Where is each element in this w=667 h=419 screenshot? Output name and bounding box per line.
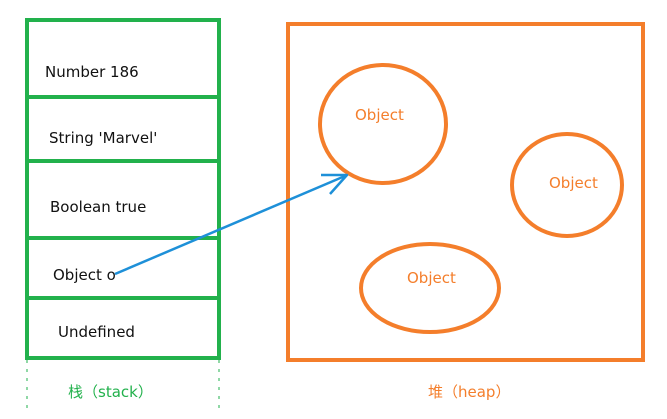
heap-object-label: Object bbox=[355, 106, 404, 124]
heap-object-label: Object bbox=[549, 174, 598, 192]
stack-cell-string: String 'Marvel' bbox=[49, 129, 158, 147]
stack-cell-number: Number 186 bbox=[45, 63, 139, 81]
reference-arrowhead bbox=[321, 173, 349, 195]
stack-caption: 栈（stack） bbox=[68, 383, 153, 401]
stack-cell-undefined: Undefined bbox=[58, 323, 135, 341]
heap-object-circle bbox=[359, 242, 501, 334]
heap-object-circle bbox=[510, 132, 624, 238]
stack-cell-object: Object o bbox=[53, 266, 116, 284]
heap-object-label: Object bbox=[407, 269, 456, 287]
heap-caption: 堆（heap） bbox=[428, 383, 511, 401]
reference-arrow bbox=[114, 174, 346, 276]
heap-frame bbox=[286, 22, 645, 362]
heap-object-circle bbox=[318, 63, 448, 185]
stack-frame bbox=[25, 18, 221, 360]
stack-cell-boolean: Boolean true bbox=[50, 198, 147, 216]
